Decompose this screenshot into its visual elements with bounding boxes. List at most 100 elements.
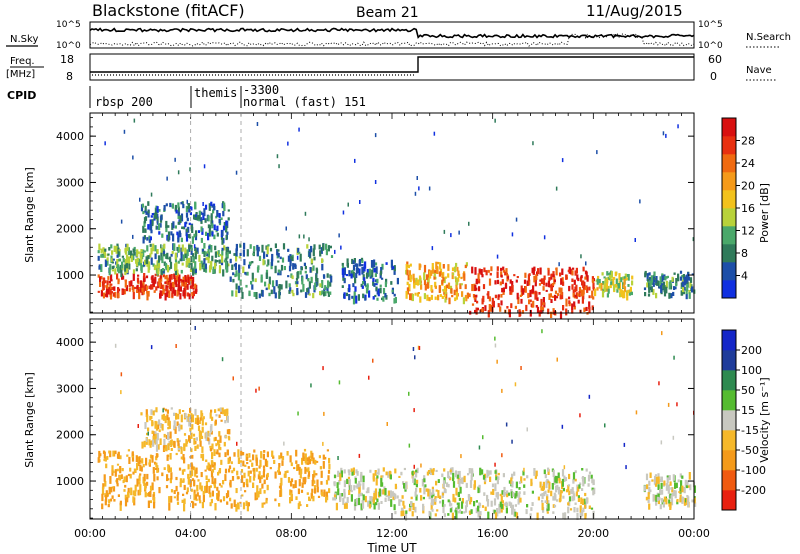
echo-cell [258,386,260,391]
colorbar-swatch [722,154,736,173]
echo-cell [679,270,683,274]
echo-cell [268,292,271,297]
echo-cell [488,296,491,302]
echo-cell [591,278,595,284]
echo-cell [436,267,439,272]
echo-cell [426,471,429,476]
echo-cell [199,431,203,438]
echo-cell [188,261,191,268]
echo-cell [323,291,326,297]
echo-cell [437,490,440,499]
echo-cell [348,284,351,293]
echo-cell [645,473,649,481]
ytick-label: 1000 [56,269,84,282]
echo-cell [200,226,203,232]
echo-cell [260,451,263,459]
echo-cell [436,509,439,512]
echo-cell [290,490,293,494]
echo-cell [225,493,229,499]
echo-cell [209,464,212,472]
echo-cell [251,279,255,282]
echo-cell [343,488,346,493]
echo-cell [602,288,605,293]
echo-cell [341,262,344,266]
echo-cell [669,285,673,290]
echo-cell [528,299,531,305]
echo-cell [169,431,172,439]
echo-cell [202,212,205,220]
echo-cell [127,256,131,264]
echo-cell [350,494,353,502]
echo-cell [686,274,689,282]
echo-cell [418,346,421,350]
colorbar-tick-label: 4 [741,270,748,283]
echo-cell [500,267,503,271]
echo-cell [413,478,416,486]
echo-cell [308,251,311,257]
echo-cell [178,276,181,285]
echo-cell [419,488,422,493]
echo-cell [682,274,685,279]
nsearch-tick-bottom: 10^0 [698,41,723,51]
echo-cell [439,262,442,270]
echo-cell [496,511,499,517]
echo-cell [650,286,653,293]
echo-cell [468,468,471,474]
echo-cell [547,268,550,276]
echo-cell [504,271,507,276]
echo-cell [571,284,574,290]
echo-cell [674,286,677,290]
echo-cell [319,466,322,470]
echo-cell [539,493,543,497]
echo-cell [522,288,525,295]
echo-cell [188,208,191,212]
echo-cell [517,499,520,505]
echo-cell [457,270,460,276]
echo-cell [688,472,691,480]
echo-cell [106,280,109,285]
echo-cell [509,286,512,291]
echo-cell [185,253,188,261]
echo-cell [307,278,310,282]
echo-cell [214,478,217,484]
echo-cell [159,275,162,279]
echo-cell [368,268,371,277]
echo-cell [655,483,658,487]
echo-cell [212,209,215,214]
echo-cell [516,292,519,300]
echo-cell [380,477,383,484]
echo-cell [378,488,381,497]
echo-cell [135,268,138,272]
echo-cell [100,254,103,258]
echo-cell [693,497,696,504]
echo-cell [575,491,578,497]
echo-cell [266,460,269,467]
echo-cell [235,270,238,277]
echo-cell [596,150,598,155]
echo-cell [385,471,388,476]
echo-cell [177,247,180,253]
echo-cell [111,266,114,270]
echo-cell [602,281,605,285]
echo-cell [251,462,254,467]
echo-cell [288,283,291,288]
echo-cell [346,497,349,503]
echo-cell [361,500,365,509]
echo-cell [213,224,216,231]
echo-cell [620,277,623,283]
echo-cell [682,287,685,293]
echo-cell [282,243,286,250]
echo-cell [142,211,145,215]
echo-cell [463,511,466,514]
echo-cell [118,249,121,252]
echo-cell [614,271,617,277]
echo-cell [532,285,535,293]
echo-cell [579,482,582,485]
echo-cell [182,226,185,230]
echo-cell [449,469,452,473]
echo-cell [211,490,214,497]
echo-cell [213,266,216,274]
echo-cell [190,262,193,270]
echo-cell [188,293,191,300]
echo-cell [140,466,143,472]
